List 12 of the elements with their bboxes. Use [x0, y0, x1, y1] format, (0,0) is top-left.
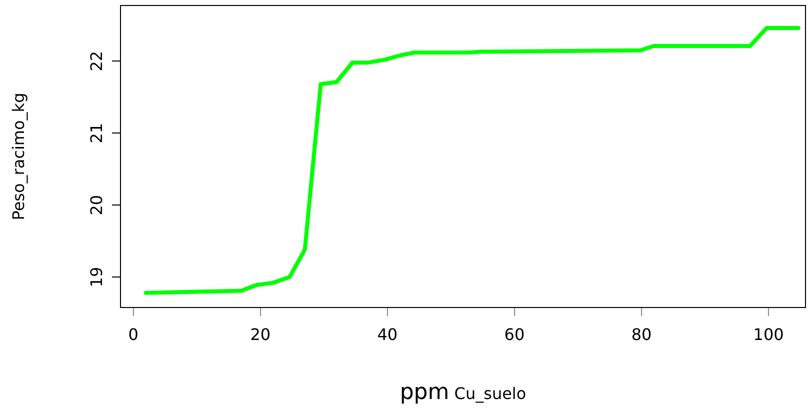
x-tick-label: 0 [128, 324, 138, 344]
x-tick-label: 60 [504, 324, 525, 344]
y-tick-label: 19 [87, 266, 106, 288]
y-tick-label: 21 [87, 122, 106, 144]
x-tick-label: 80 [631, 324, 652, 344]
y-axis-title: Peso_racimo_kg [8, 92, 28, 220]
y-tick-label: 22 [87, 50, 106, 72]
x-tick-label: 100 [753, 324, 784, 344]
x-axis-title: ppm Cu_suelo [400, 380, 526, 405]
x-tick-label: 20 [250, 324, 271, 344]
x-tick-label: 40 [377, 324, 398, 344]
y-tick-label: 20 [87, 194, 106, 216]
